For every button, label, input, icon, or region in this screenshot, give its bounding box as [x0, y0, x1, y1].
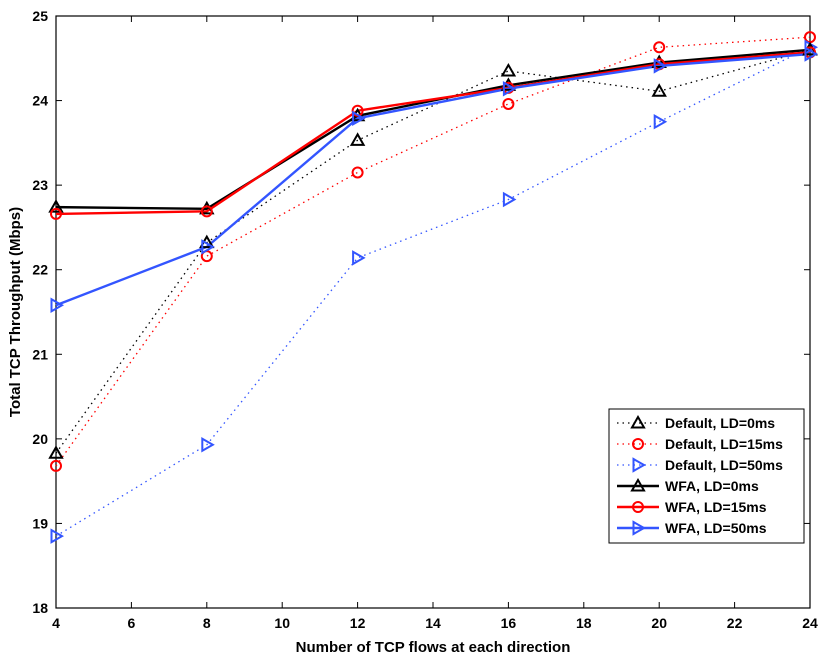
x-tick-label: 16 — [501, 615, 517, 631]
legend-entry: Default, LD=50ms — [665, 457, 783, 473]
series-line-2 — [55, 36, 811, 467]
data-point — [502, 191, 517, 208]
data-point — [48, 445, 64, 459]
data-point — [349, 132, 366, 146]
data-point — [50, 459, 62, 472]
series-line-6 — [55, 52, 811, 307]
y-tick-label: 25 — [32, 8, 48, 24]
x-tick-label: 24 — [802, 615, 818, 631]
series-line-3 — [55, 46, 811, 537]
data-point — [500, 62, 517, 77]
series-line-1 — [55, 49, 811, 454]
series-line-5 — [55, 51, 811, 216]
legend-swatch-marker — [632, 457, 647, 473]
x-tick-label: 22 — [727, 615, 743, 631]
data-point — [651, 83, 667, 97]
data-point — [653, 58, 668, 74]
series-lines — [55, 36, 811, 537]
y-tick-label: 22 — [32, 262, 48, 278]
data-point — [48, 199, 64, 213]
x-tick-label: 12 — [350, 615, 366, 631]
data-point — [50, 297, 65, 313]
legend-swatch-marker — [630, 414, 646, 429]
data-point — [201, 437, 215, 453]
x-tick-label: 18 — [576, 615, 592, 631]
data-point — [352, 250, 366, 266]
x-tick-label: 14 — [425, 615, 441, 631]
data-point — [352, 110, 366, 127]
x-tick-label: 6 — [128, 615, 136, 631]
legend-entry: WFA, LD=0ms — [665, 478, 759, 494]
axis-ticks: 4 6 8 10 12 14 16 18 20 22 24 18 19 20 21 22 23 24 25 — [32, 8, 818, 631]
data-point — [804, 46, 819, 62]
x-tick-label: 8 — [203, 615, 211, 631]
y-tick-label: 18 — [32, 600, 48, 616]
legend-entry: Default, LD=0ms — [665, 415, 775, 431]
legend-entry: WFA, LD=15ms — [665, 499, 767, 515]
x-tick-label: 10 — [274, 615, 290, 631]
x-tick-label: 4 — [52, 615, 60, 631]
y-tick-label: 24 — [32, 93, 48, 109]
legend-swatch-marker — [632, 520, 647, 536]
data-point — [50, 207, 62, 220]
y-tick-label: 20 — [32, 431, 48, 447]
data-point — [502, 97, 515, 110]
y-axis-label: Total TCP Throughput (Mbps) — [7, 207, 24, 417]
data-point — [201, 239, 215, 255]
series-markers — [48, 31, 819, 544]
data-point — [653, 113, 668, 130]
data-point — [200, 205, 213, 218]
data-point — [351, 166, 364, 179]
x-tick-label: 20 — [651, 615, 667, 631]
legend-entry: WFA, LD=50ms — [665, 520, 767, 536]
y-tick-label: 21 — [32, 346, 48, 362]
legend: Default, LD=0ms Default, LD=15ms Default, … — [608, 408, 805, 544]
y-tick-label: 23 — [32, 177, 48, 193]
legend-swatch-marker — [630, 477, 646, 492]
x-axis-label: Number of TCP flows at each direction — [296, 639, 571, 656]
data-point — [653, 41, 666, 54]
data-point — [502, 81, 517, 97]
y-tick-label: 19 — [32, 515, 48, 531]
legend-box — [608, 408, 805, 544]
series-line-4 — [55, 48, 811, 211]
legend-swatch-marker — [632, 438, 644, 450]
data-point — [50, 528, 65, 544]
legend-entry: Default, LD=15ms — [665, 436, 783, 452]
legend-swatch-marker — [632, 501, 644, 513]
